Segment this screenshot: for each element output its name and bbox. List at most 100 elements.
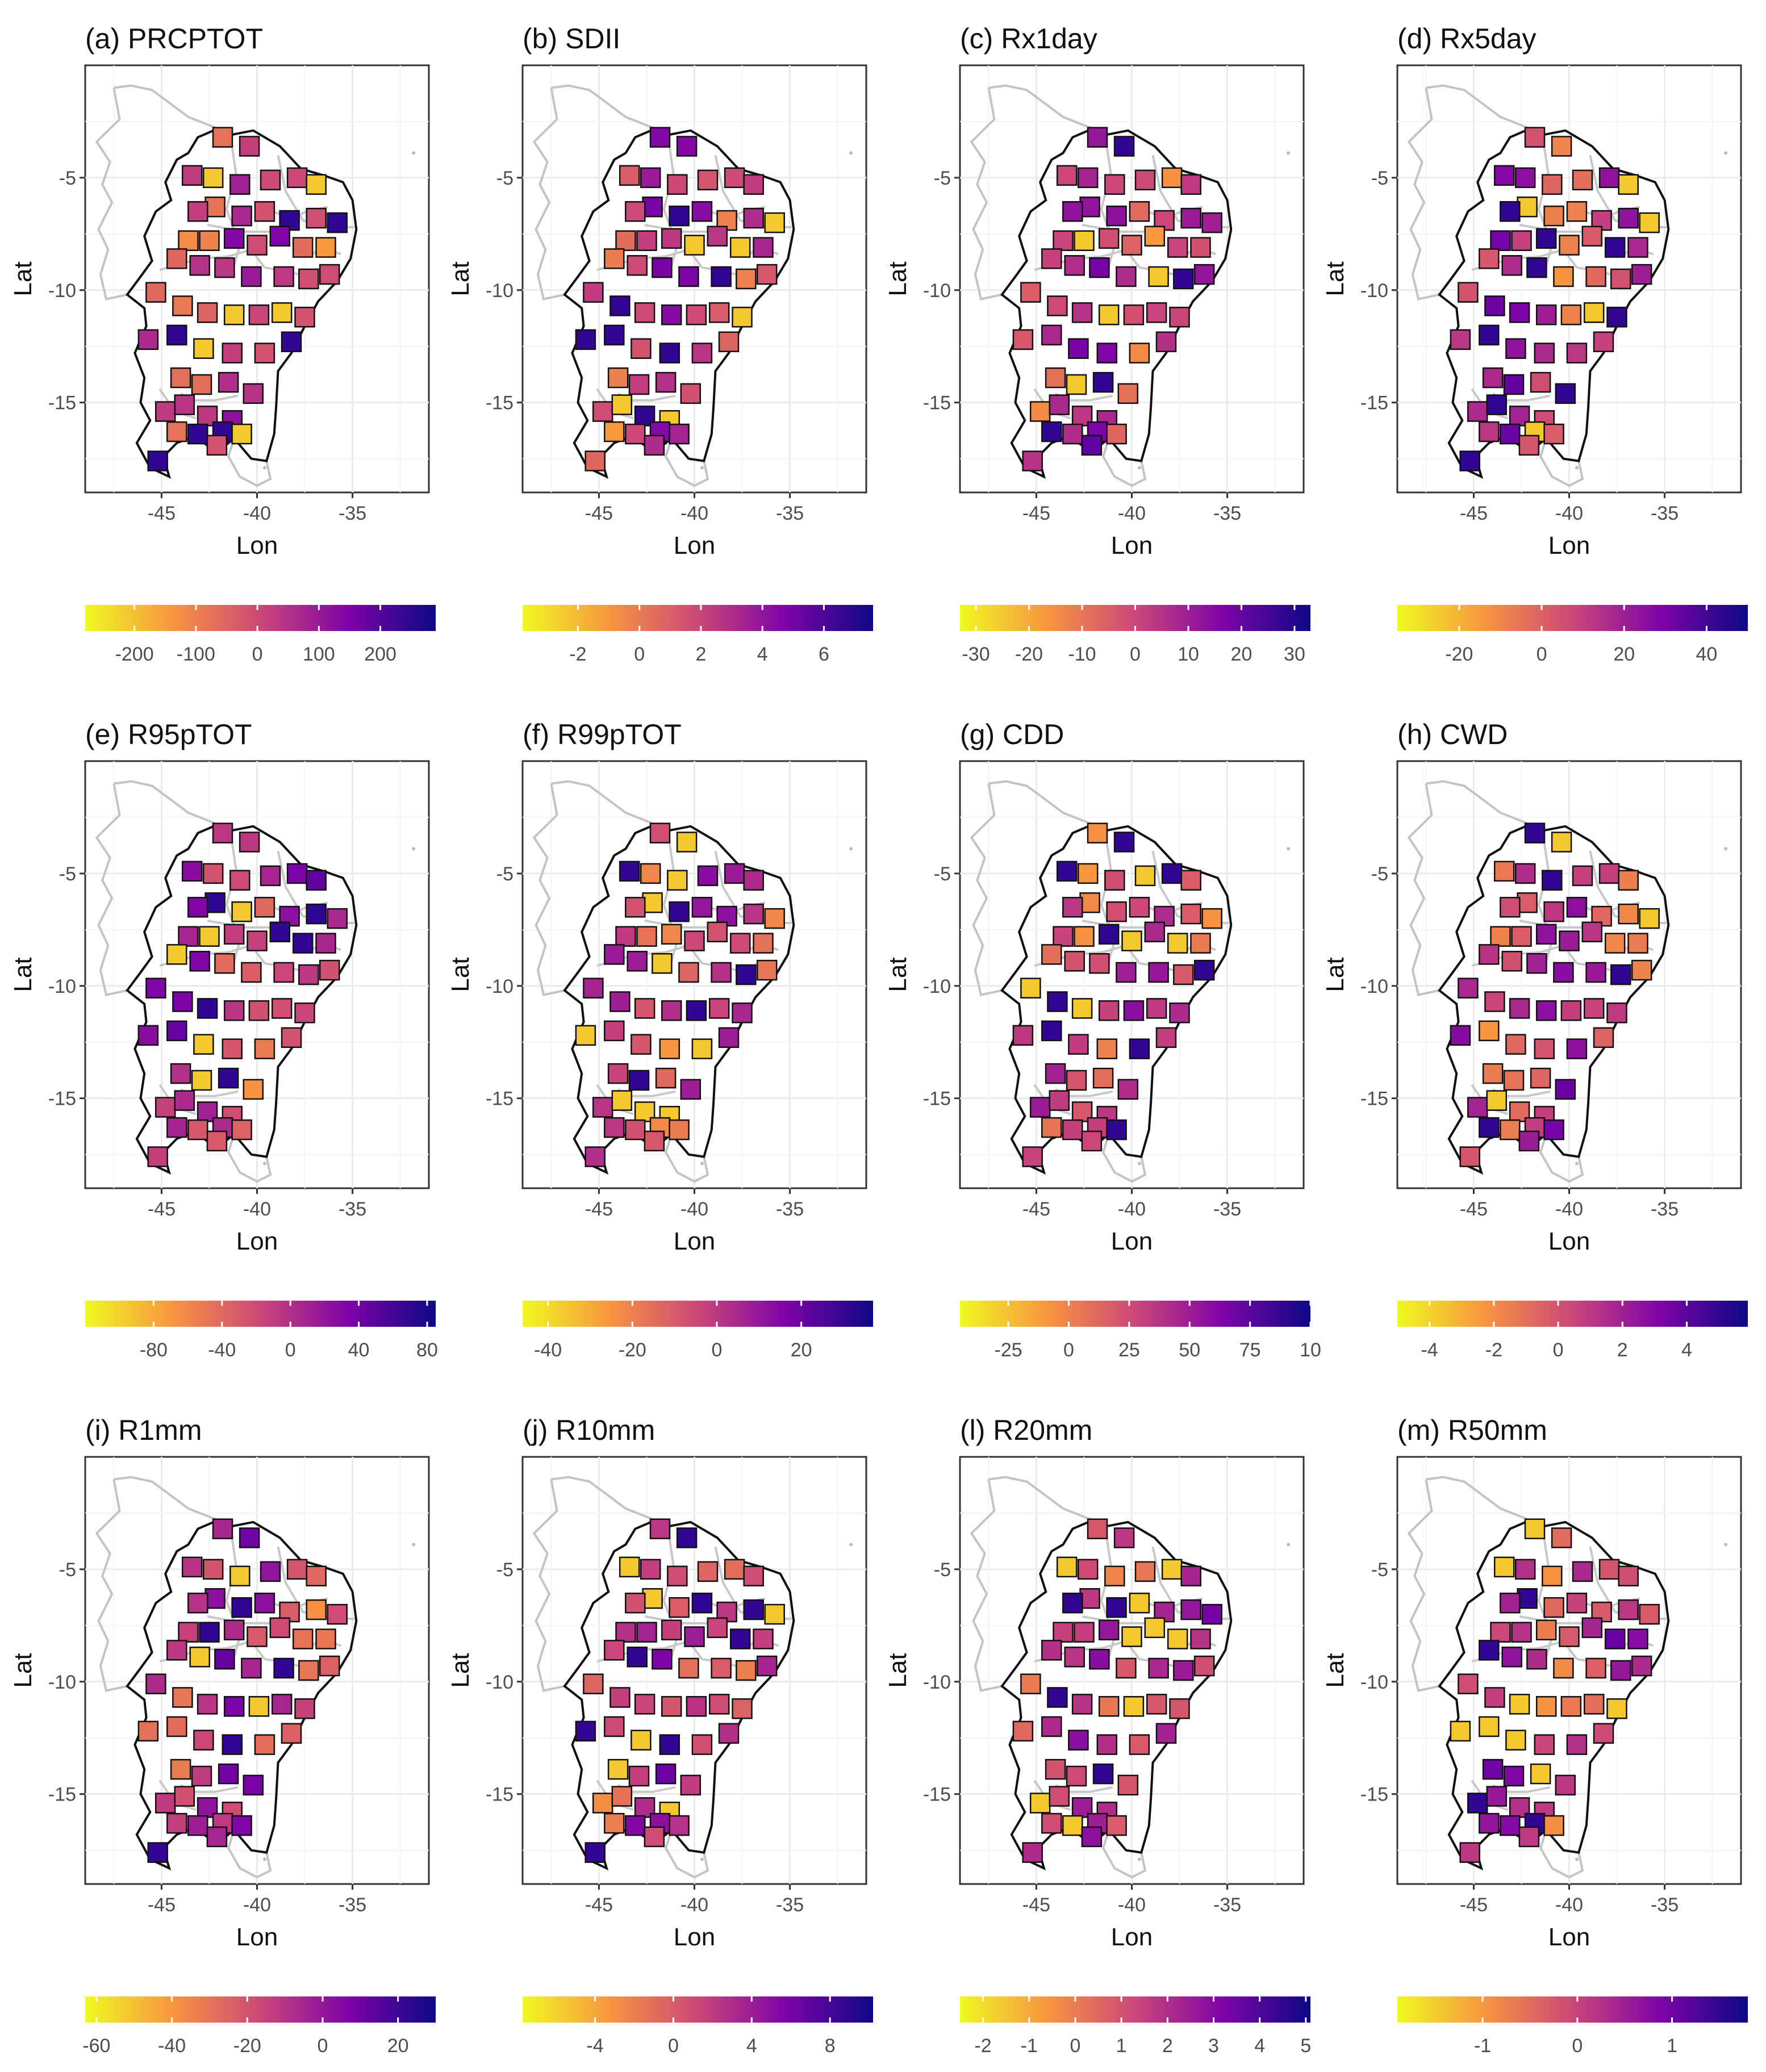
station-marker [1543, 1119, 1564, 1141]
station-marker [1610, 1660, 1631, 1681]
station-marker [1155, 1027, 1177, 1048]
station-marker [743, 1565, 764, 1587]
station-marker [1618, 207, 1639, 229]
station-marker [187, 423, 208, 445]
station-marker [254, 1734, 275, 1755]
station-marker [243, 383, 264, 404]
station-marker [1526, 953, 1547, 974]
station-marker [206, 1130, 228, 1152]
station-marker [1169, 1698, 1190, 1719]
station-marker [206, 435, 228, 456]
island-marker [849, 151, 853, 155]
y-axis-label: Lat [1321, 261, 1349, 296]
station-marker [649, 822, 671, 843]
station-marker [625, 897, 646, 918]
colorbar-tick-label: -1 [1474, 2035, 1491, 2057]
station-marker [669, 1119, 690, 1141]
station-marker [611, 394, 633, 415]
station-marker [680, 1774, 702, 1796]
station-marker [1121, 930, 1142, 951]
station-marker [271, 1694, 293, 1715]
station-marker [260, 1561, 281, 1582]
station-marker [273, 962, 294, 983]
station-marker [1618, 1565, 1639, 1587]
colorbar [85, 1996, 436, 2023]
station-marker [1604, 237, 1626, 258]
station-marker [145, 977, 166, 999]
station-marker [248, 304, 270, 325]
station-marker [1041, 1640, 1062, 1661]
station-marker [1500, 1593, 1521, 1614]
station-marker [1484, 991, 1505, 1012]
station-marker [1566, 342, 1588, 364]
station-marker [1467, 1793, 1488, 1814]
colorbar-tick-label: 0 [1572, 2035, 1583, 2057]
station-marker [239, 136, 260, 157]
colorbar-tick-label: 4 [1254, 2035, 1265, 2057]
station-marker [661, 924, 682, 945]
station-marker [1514, 167, 1536, 189]
colorbar-tick-label: -2 [569, 644, 586, 665]
station-marker [1106, 1119, 1127, 1141]
station-marker [604, 248, 625, 269]
panel-title: (e) R95pTOT [85, 718, 252, 750]
island-marker [412, 1543, 416, 1547]
station-marker [1639, 1603, 1660, 1625]
colorbar-tick-label: 2 [695, 644, 706, 665]
y-tick-label: -10 [923, 1672, 951, 1693]
station-marker [1066, 1765, 1087, 1787]
station-marker [204, 892, 226, 913]
station-marker [292, 1628, 314, 1649]
y-tick-label: -10 [486, 1672, 513, 1693]
station-marker [604, 1020, 625, 1042]
station-marker [1479, 1020, 1500, 1042]
station-marker [202, 1559, 224, 1580]
station-marker [1555, 1774, 1576, 1796]
station-marker [1559, 235, 1580, 256]
colorbar-tick-label: 10 [1300, 1339, 1321, 1361]
station-marker [1056, 860, 1078, 882]
y-axis-label: Lat [9, 1653, 37, 1687]
station-marker [729, 237, 751, 258]
station-marker [642, 197, 663, 218]
station-marker [137, 1025, 159, 1046]
station-marker [711, 266, 732, 287]
station-marker [1458, 1673, 1479, 1694]
colorbar-tick-label: 3 [1208, 2035, 1219, 2057]
station-marker [631, 1730, 652, 1751]
station-marker [1012, 329, 1034, 350]
station-marker [181, 165, 203, 186]
station-marker [764, 1603, 785, 1625]
island-marker [1724, 151, 1728, 155]
station-marker [286, 167, 308, 189]
station-marker [627, 255, 648, 276]
station-marker [615, 1622, 636, 1643]
x-axis-label: Lon [1111, 1923, 1153, 1951]
x-tick-label: -35 [339, 1894, 366, 1916]
station-marker [708, 1694, 730, 1715]
station-marker [1555, 383, 1576, 404]
y-axis-label: Lat [884, 1653, 912, 1687]
colorbar-tick-label: 4 [746, 2035, 757, 2057]
colorbar-tick-label: 20 [791, 1339, 812, 1361]
station-marker [1517, 892, 1538, 913]
x-tick-label: -35 [1213, 1198, 1241, 1220]
station-marker [1161, 1559, 1183, 1580]
station-marker [241, 1657, 262, 1679]
station-marker [1104, 1565, 1125, 1587]
panel-b: (b) SDII -45 -40 -35 -5 -10 -15 Lon Lat -2 0 2 4 6 [446, 23, 873, 665]
station-marker [1047, 295, 1068, 316]
station-marker [592, 1793, 613, 1814]
station-marker [254, 897, 275, 918]
station-marker [1467, 1097, 1488, 1118]
station-marker [678, 1657, 699, 1679]
station-marker [1146, 998, 1167, 1019]
station-marker [1551, 832, 1572, 853]
station-marker [707, 921, 728, 943]
station-marker [170, 1063, 191, 1084]
colorbar-tick-label: -40 [534, 1339, 562, 1361]
station-marker [281, 1027, 302, 1048]
y-tick-label: -10 [923, 280, 951, 302]
station-marker [634, 302, 656, 323]
colorbar-tick-label: -30 [962, 644, 990, 665]
